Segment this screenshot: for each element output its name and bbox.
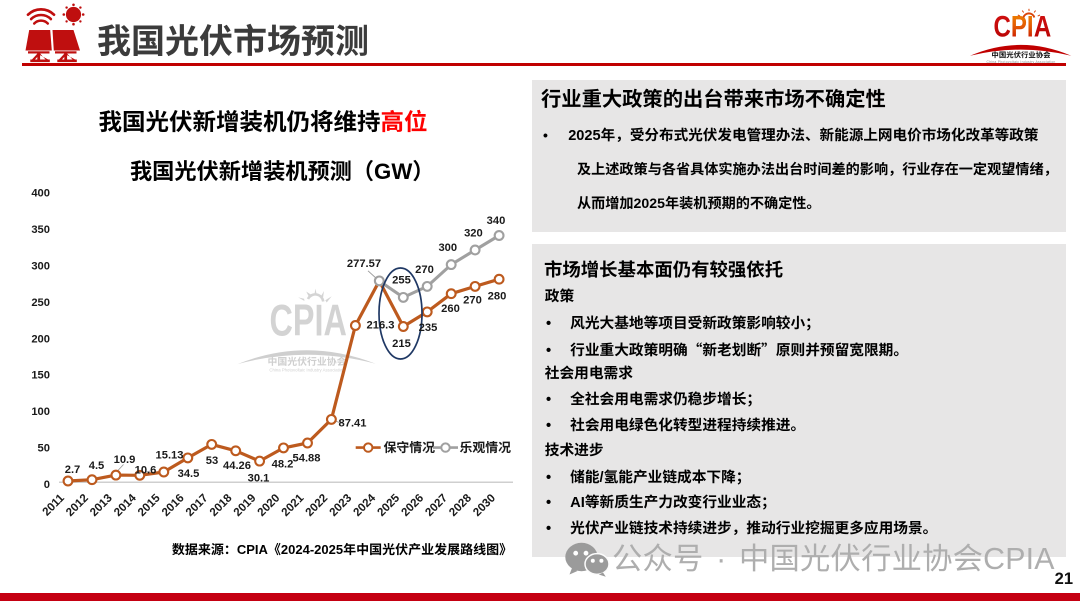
svg-text:中国光伏行业协会: 中国光伏行业协会: [991, 51, 1051, 60]
svg-text:150: 150: [31, 370, 50, 382]
svg-text:255: 255: [392, 275, 411, 287]
svg-text:270: 270: [463, 295, 482, 307]
svg-text:54.88: 54.88: [293, 453, 321, 465]
svg-text:保守情况: 保守情况: [384, 440, 436, 455]
svg-text:2023: 2023: [327, 491, 355, 519]
svg-text:216.3: 216.3: [367, 320, 395, 332]
svg-text:2019: 2019: [231, 491, 259, 519]
svg-text:CPIA: CPIA: [270, 297, 347, 346]
svg-text:15.13: 15.13: [156, 450, 184, 462]
svg-text:China Photovoltaic Industry As: China Photovoltaic Industry Association: [986, 60, 1055, 64]
svg-text:2011: 2011: [40, 491, 67, 518]
svg-text:2025: 2025: [375, 491, 403, 519]
svg-text:300: 300: [31, 261, 50, 273]
svg-text:2.7: 2.7: [65, 464, 81, 476]
svg-text:280: 280: [488, 291, 507, 303]
svg-text:2013: 2013: [87, 491, 115, 519]
svg-text:277.57: 277.57: [347, 258, 381, 270]
svg-text:2016: 2016: [159, 491, 187, 519]
svg-text:C: C: [994, 10, 1011, 43]
svg-text:2028: 2028: [447, 491, 475, 519]
svg-text:100: 100: [31, 406, 50, 418]
svg-text:2024: 2024: [351, 491, 379, 519]
svg-text:250: 250: [31, 297, 50, 309]
svg-text:2021: 2021: [279, 491, 307, 519]
svg-text:300: 300: [438, 242, 457, 254]
svg-text:34.5: 34.5: [178, 468, 200, 480]
svg-text:270: 270: [415, 264, 434, 276]
svg-text:2017: 2017: [183, 492, 210, 519]
svg-text:350: 350: [31, 224, 50, 236]
svg-text:50: 50: [38, 443, 50, 455]
svg-text:4.5: 4.5: [89, 460, 105, 472]
svg-text:China Photovoltaic Industry As: China Photovoltaic Industry Association: [269, 367, 345, 372]
svg-text:30.1: 30.1: [248, 473, 270, 485]
svg-text:0: 0: [44, 479, 50, 491]
svg-text:2015: 2015: [135, 491, 163, 519]
svg-text:53: 53: [206, 455, 218, 467]
svg-text:2027: 2027: [423, 492, 450, 519]
svg-text:260: 260: [441, 303, 460, 315]
svg-text:2022: 2022: [303, 492, 330, 519]
svg-text:200: 200: [31, 333, 50, 345]
svg-text:320: 320: [464, 228, 483, 240]
svg-text:I: I: [1027, 10, 1034, 43]
svg-text:2012: 2012: [63, 492, 90, 519]
svg-text:2014: 2014: [111, 491, 139, 519]
svg-text:235: 235: [419, 322, 438, 334]
svg-text:2026: 2026: [399, 491, 427, 519]
svg-text:P: P: [1011, 10, 1027, 43]
svg-text:340: 340: [487, 215, 506, 227]
svg-text:10.6: 10.6: [135, 464, 157, 476]
svg-text:400: 400: [31, 188, 50, 200]
svg-text:中国光伏行业协会: 中国光伏行业协会: [267, 356, 346, 368]
svg-text:10.9: 10.9: [114, 454, 136, 466]
svg-text:48.2: 48.2: [272, 459, 294, 471]
svg-text:乐观情况: 乐观情况: [460, 440, 512, 455]
svg-text:2018: 2018: [207, 491, 235, 519]
svg-text:2030: 2030: [471, 492, 498, 519]
svg-text:44.26: 44.26: [223, 460, 251, 472]
svg-text:2020: 2020: [255, 492, 282, 519]
svg-text:A: A: [1034, 10, 1051, 43]
svg-text:87.41: 87.41: [339, 418, 367, 430]
svg-text:215: 215: [392, 338, 411, 350]
